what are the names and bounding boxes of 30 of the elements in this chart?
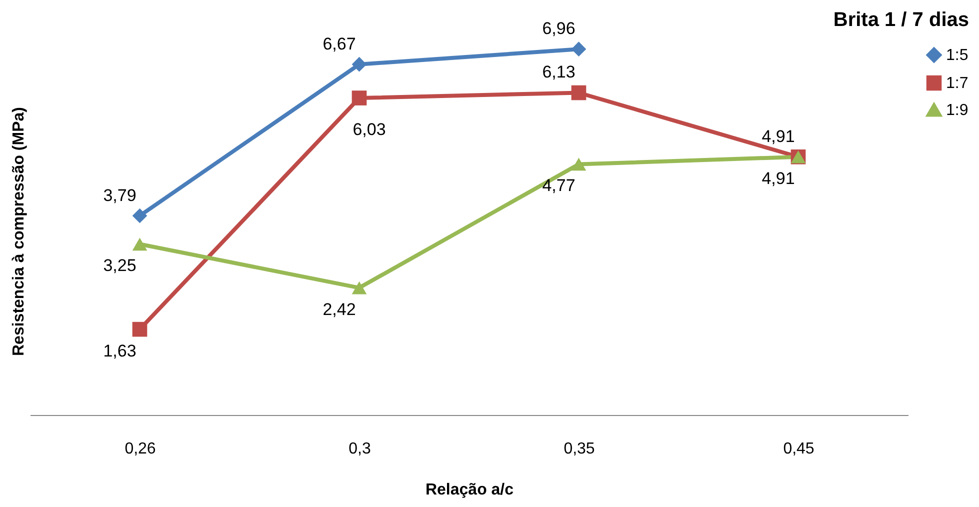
data-label: 3,25 — [103, 256, 136, 276]
data-label: 4,91 — [762, 126, 795, 146]
data-label: 4,91 — [762, 168, 795, 188]
data-label: 1,63 — [103, 341, 136, 360]
x-tick-label: 0,3 — [348, 440, 371, 458]
data-label: 4,77 — [542, 176, 576, 196]
legend-label: 1:7 — [946, 75, 968, 92]
data-label: 6,03 — [352, 120, 386, 139]
legend-label: 1:5 — [946, 47, 968, 64]
data-label: 3,79 — [103, 186, 136, 205]
data-label: 6,67 — [322, 34, 356, 54]
data-label: 6,13 — [542, 62, 576, 82]
point — [352, 281, 367, 294]
x-tick-label: 0,26 — [124, 440, 156, 458]
data-label: 2,42 — [322, 300, 356, 319]
point — [571, 85, 586, 100]
x-axis-title: Relação a/c — [425, 482, 514, 498]
point — [352, 56, 367, 72]
point — [132, 322, 148, 337]
point — [571, 158, 586, 171]
legend-label: 1:9 — [946, 102, 968, 119]
x-tick-label: 0,35 — [564, 440, 595, 458]
point — [132, 208, 148, 224]
y-axis-title: Resistencia à compressão (MPa) — [10, 107, 28, 356]
point — [132, 238, 148, 251]
data-label: 6,96 — [542, 19, 576, 38]
point — [352, 90, 367, 106]
chart-title: Brita 1 / 7 dias — [833, 9, 969, 32]
point — [571, 42, 586, 57]
x-tick-label: 0,45 — [783, 440, 814, 458]
